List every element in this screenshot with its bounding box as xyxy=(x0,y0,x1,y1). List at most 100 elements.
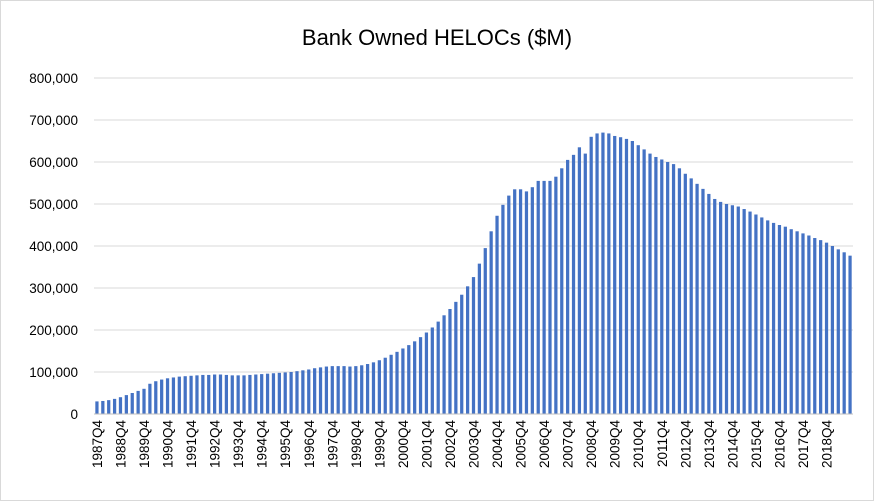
bar-2006Q3 xyxy=(536,180,540,414)
x-tick-label: 2001Q4 xyxy=(419,420,434,469)
y-tick-label: 400,000 xyxy=(29,239,78,254)
bar-1988Q2 xyxy=(107,400,111,414)
bar-2011Q3 xyxy=(654,156,658,414)
bar-2005Q2 xyxy=(507,195,511,414)
x-tick-label: 2010Q4 xyxy=(631,420,646,469)
bar-1990Q2 xyxy=(154,381,158,414)
x-tick-label: 1994Q4 xyxy=(255,420,270,469)
bar-1991Q3 xyxy=(183,376,187,414)
bar-2012Q2 xyxy=(671,164,676,414)
bar-1995Q2 xyxy=(271,373,276,414)
bar-2007Q1 xyxy=(548,180,552,414)
bar-2001Q4 xyxy=(424,332,429,414)
bar-2005Q4 xyxy=(518,189,523,414)
bar-1988Q3 xyxy=(112,398,117,414)
x-tick-label: 1995Q4 xyxy=(278,420,293,469)
x-tick-label: 2000Q4 xyxy=(396,420,411,469)
bar-1991Q1 xyxy=(171,377,176,414)
bar-1999Q2 xyxy=(365,364,370,414)
bar-1998Q1 xyxy=(336,366,340,414)
y-tick-label: 700,000 xyxy=(29,113,78,128)
bar-1994Q1 xyxy=(242,375,246,414)
bar-2013Q2 xyxy=(695,183,699,414)
bar-2010Q2 xyxy=(624,138,629,414)
y-tick-label: 300,000 xyxy=(29,281,78,296)
x-tick-label: 1990Q4 xyxy=(161,420,176,469)
bar-2000Q1 xyxy=(383,357,387,414)
bar-1994Q2 xyxy=(248,374,252,414)
bar-2009Q4 xyxy=(613,135,617,414)
bar-1994Q3 xyxy=(254,374,258,414)
x-tick-label: 2017Q4 xyxy=(796,420,811,469)
bar-2004Q4 xyxy=(495,215,499,414)
bar-2013Q3 xyxy=(701,188,705,414)
y-tick-label: 800,000 xyxy=(29,71,78,86)
x-tick-label: 2009Q4 xyxy=(608,420,623,469)
bar-2012Q4 xyxy=(683,173,687,414)
bar-2003Q2 xyxy=(460,294,464,414)
bar-2008Q4 xyxy=(589,136,593,415)
bar-1998Q3 xyxy=(348,366,352,414)
bar-1995Q4 xyxy=(283,372,287,414)
bar-2002Q3 xyxy=(442,315,446,414)
bar-2014Q3 xyxy=(724,204,729,414)
bar-1999Q1 xyxy=(360,365,364,414)
bar-2011Q4 xyxy=(660,159,664,414)
bar-1992Q3 xyxy=(207,374,211,414)
x-tick-label: 2013Q4 xyxy=(702,420,717,469)
bar-2005Q3 xyxy=(513,189,517,414)
bar-2011Q1 xyxy=(642,149,646,414)
bar-2001Q2 xyxy=(413,341,417,414)
bar-2000Q3 xyxy=(395,351,399,414)
bar-2002Q1 xyxy=(430,327,434,414)
bar-2004Q2 xyxy=(483,248,487,414)
bar-2008Q3 xyxy=(583,153,587,414)
bar-1988Q4 xyxy=(118,397,123,414)
bar-2010Q1 xyxy=(618,137,623,414)
x-tick-label: 2008Q4 xyxy=(584,420,599,469)
bar-1997Q4 xyxy=(330,366,334,414)
bar-2006Q2 xyxy=(530,187,534,414)
x-tick-label: 2006Q4 xyxy=(537,420,552,469)
bar-1992Q4 xyxy=(213,374,217,414)
bar-2004Q3 xyxy=(489,231,493,414)
x-tick-label: 2011Q4 xyxy=(655,420,670,468)
bar-1988Q1 xyxy=(101,400,105,414)
x-tick-label: 1987Q4 xyxy=(90,420,105,469)
bar-2017Q3 xyxy=(795,231,799,414)
bar-2005Q1 xyxy=(501,204,505,414)
x-tick-label: 1997Q4 xyxy=(325,420,340,469)
bar-1994Q4 xyxy=(260,374,264,414)
x-tick-label: 1996Q4 xyxy=(302,420,317,469)
bar-series xyxy=(95,132,852,415)
bar-1996Q3 xyxy=(301,370,305,414)
bar-2018Q2 xyxy=(813,238,817,414)
bar-2010Q3 xyxy=(630,141,634,414)
x-tick-label: 1991Q4 xyxy=(184,420,199,469)
bar-1989Q4 xyxy=(142,388,146,414)
bar-2016Q3 xyxy=(771,222,776,414)
bar-1991Q2 xyxy=(177,376,181,414)
x-tick-label: 2012Q4 xyxy=(678,420,693,469)
bar-2003Q4 xyxy=(471,277,476,414)
bar-1989Q3 xyxy=(136,390,140,414)
bar-1990Q1 xyxy=(148,383,152,414)
bar-1990Q4 xyxy=(165,378,170,414)
x-tick-label: 2007Q4 xyxy=(561,420,576,469)
bar-1995Q3 xyxy=(277,372,281,414)
bar-2017Q1 xyxy=(783,226,787,414)
x-tick-label: 2014Q4 xyxy=(725,420,740,469)
bar-2003Q3 xyxy=(466,286,470,414)
bar-1992Q1 xyxy=(195,375,199,414)
bar-2017Q4 xyxy=(801,233,805,414)
x-tick-label: 1989Q4 xyxy=(137,420,152,469)
bar-2009Q1 xyxy=(595,133,599,414)
bar-2002Q2 xyxy=(436,321,440,414)
bar-1995Q1 xyxy=(265,373,270,414)
bar-2003Q1 xyxy=(454,301,458,414)
bar-2014Q4 xyxy=(730,205,735,414)
bar-undefined xyxy=(842,252,846,414)
bar-2006Q4 xyxy=(542,180,546,414)
bar-2015Q3 xyxy=(748,211,752,414)
